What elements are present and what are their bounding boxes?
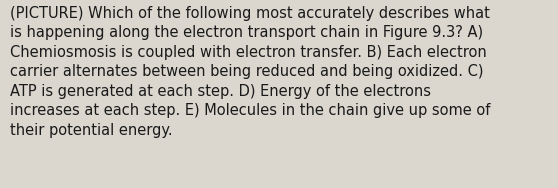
Text: (PICTURE) Which of the following most accurately describes what
is happening alo: (PICTURE) Which of the following most ac… (10, 6, 490, 138)
